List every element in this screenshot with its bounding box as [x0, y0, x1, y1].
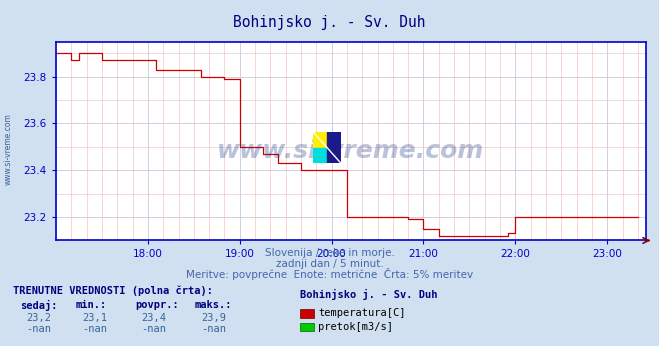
Text: min.:: min.:	[76, 300, 107, 310]
Text: sedaj:: sedaj:	[20, 300, 57, 311]
Text: TRENUTNE VREDNOSTI (polna črta):: TRENUTNE VREDNOSTI (polna črta):	[13, 285, 213, 296]
Bar	[327, 132, 341, 163]
Text: zadnji dan / 5 minut.: zadnji dan / 5 minut.	[275, 259, 384, 268]
Text: 23,2: 23,2	[26, 313, 51, 322]
Text: 23,9: 23,9	[201, 313, 226, 322]
Text: www.si-vreme.com: www.si-vreme.com	[3, 113, 13, 185]
Text: Bohinjsko j. - Sv. Duh: Bohinjsko j. - Sv. Duh	[233, 15, 426, 30]
Text: Slovenija / reke in morje.: Slovenija / reke in morje.	[264, 248, 395, 258]
Text: maks.:: maks.:	[194, 300, 232, 310]
Bar	[313, 148, 327, 163]
Text: povpr.:: povpr.:	[135, 300, 179, 310]
Text: Bohinjsko j. - Sv. Duh: Bohinjsko j. - Sv. Duh	[300, 289, 438, 300]
Text: -nan: -nan	[142, 325, 167, 334]
Text: pretok[m3/s]: pretok[m3/s]	[318, 322, 393, 332]
Text: temperatura[C]: temperatura[C]	[318, 309, 406, 318]
Text: 23,1: 23,1	[82, 313, 107, 322]
Text: 23,4: 23,4	[142, 313, 167, 322]
Text: -nan: -nan	[26, 325, 51, 334]
Text: -nan: -nan	[201, 325, 226, 334]
Text: -nan: -nan	[82, 325, 107, 334]
Bar	[313, 132, 327, 148]
Text: Meritve: povprečne  Enote: metrične  Črta: 5% meritev: Meritve: povprečne Enote: metrične Črta:…	[186, 268, 473, 280]
Text: www.si-vreme.com: www.si-vreme.com	[217, 139, 484, 163]
